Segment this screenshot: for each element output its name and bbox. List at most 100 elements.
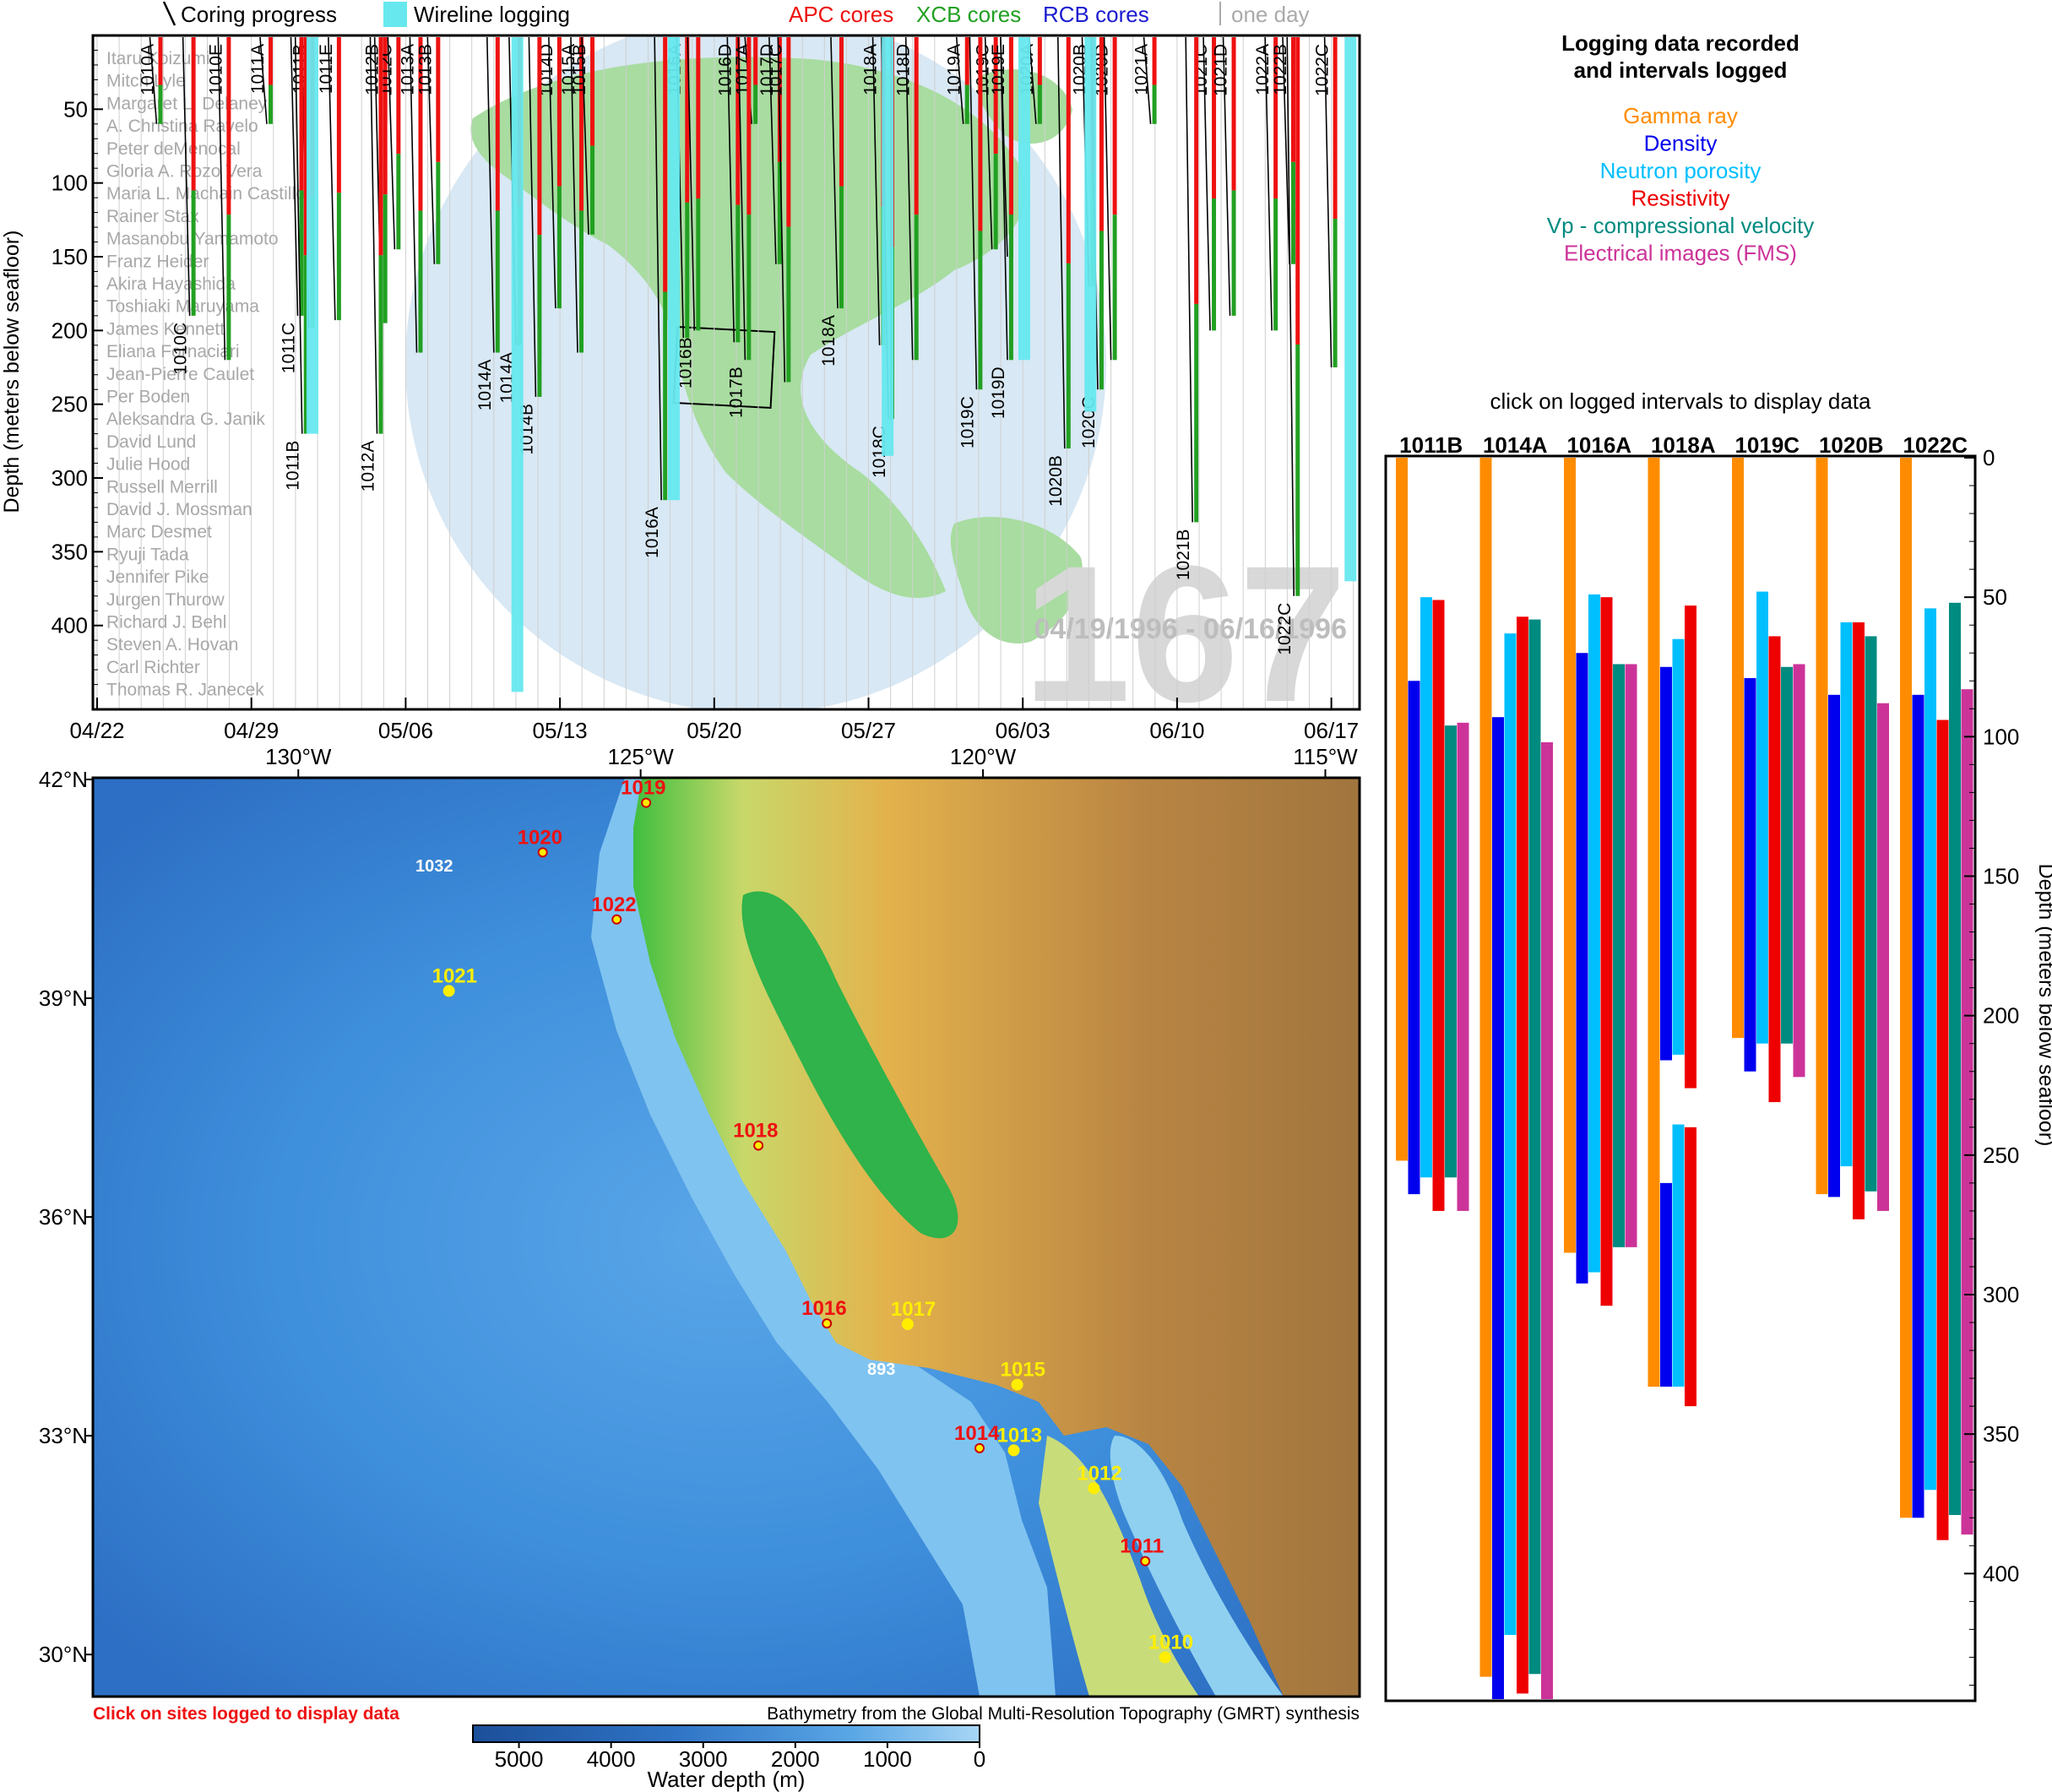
hole-label: 1012B [363, 44, 383, 95]
log-interval-1019C-neutron-porosity[interactable] [1756, 591, 1768, 1044]
xcb-core-bar [786, 226, 791, 383]
log-interval-1019C-vp-compressional-velocity[interactable] [1781, 666, 1793, 1044]
apc-core-bar [303, 37, 308, 256]
apc-core-bar [495, 37, 500, 211]
legend-gamma-ray: Gamma ray [1623, 103, 1738, 128]
site-1020[interactable]: 1020 [518, 826, 562, 858]
log-depth-axis: 0 50 100 150 200 250 300 350 400 [1964, 445, 2019, 1686]
coring-progress-line [871, 36, 881, 345]
log-interval-1019C-density[interactable] [1744, 677, 1756, 1072]
scientist-name: Marc Desmet [106, 523, 212, 542]
lon-tick-label: 130°W [265, 744, 332, 769]
log-interval-1022C-gamma-ray[interactable] [1900, 458, 1912, 1518]
log-interval-1011B-vp-compressional-velocity[interactable] [1445, 725, 1457, 1178]
log-interval-1018A-density[interactable] [1660, 1182, 1672, 1387]
apc-core-bar [378, 37, 383, 256]
log-hole-1022C: 1022C [1903, 432, 1968, 458]
log-interval-1016A-vp-compressional-velocity[interactable] [1613, 664, 1625, 1247]
xcb-core-bar [1099, 231, 1104, 390]
xcb-core-bar [303, 255, 308, 434]
log-interval-1020B-density[interactable] [1828, 694, 1840, 1197]
timeline-ylabel: Depth (meters below seafloor) [0, 231, 24, 513]
log-interval-1014A-density[interactable] [1492, 717, 1504, 1699]
log-interval-1018A-neutron-porosity[interactable] [1672, 1124, 1685, 1387]
apc-core-bar [964, 37, 969, 85]
log-interval-1018A-neutron-porosity[interactable] [1672, 638, 1685, 1055]
log-interval-1014A-gamma-ray[interactable] [1479, 458, 1492, 1677]
hole-label: 1011E [317, 44, 336, 94]
scientist-name: A. Christina Ravelo [106, 117, 258, 136]
log-interval-1016A-resistivity[interactable] [1600, 597, 1613, 1306]
site-label: 1022 [591, 893, 636, 916]
apc-core-bar [786, 37, 791, 227]
log-interval-1022C-vp-compressional-velocity[interactable] [1949, 602, 1961, 1515]
log-interval-1018A-gamma-ray[interactable] [1648, 458, 1660, 1387]
log-interval-1020B-gamma-ray[interactable] [1816, 458, 1828, 1195]
log-interval-1020B-neutron-porosity[interactable] [1840, 622, 1853, 1167]
site-1014[interactable]: 1014 [954, 1422, 1000, 1453]
site-marker [1088, 1482, 1100, 1495]
log-interval-1022C-neutron-porosity[interactable] [1924, 608, 1936, 1491]
site-marker [974, 1442, 985, 1453]
log-interval-1011B-gamma-ray[interactable] [1396, 458, 1408, 1161]
xcb-core-bar [1112, 214, 1117, 361]
hole-label: 1010C [171, 323, 191, 375]
site-label: 1021 [432, 964, 477, 987]
log-interval-1016A-gamma-ray[interactable] [1564, 458, 1576, 1253]
log-interval-1020B-electrical-images-fms-[interactable] [1877, 703, 1889, 1211]
map-frame [91, 776, 1361, 1698]
log-interval-1022C-resistivity[interactable] [1936, 720, 1949, 1540]
apc-core-bar [556, 37, 562, 187]
hole-label: 1022B [1271, 44, 1290, 95]
xcb-core-bar [993, 154, 998, 250]
log-interval-1016A-neutron-porosity[interactable] [1588, 594, 1600, 1273]
log-interval-1014A-resistivity[interactable] [1517, 616, 1528, 1694]
hole-label: 1016A [643, 507, 662, 558]
apc-core-bar [993, 37, 998, 155]
log-interval-1011B-resistivity[interactable] [1432, 600, 1445, 1211]
bathymetry-attribution: Bathymetry from the Global Multi-Resolut… [767, 1704, 1360, 1724]
log-interval-1019C-electrical-images-fms-[interactable] [1793, 664, 1805, 1078]
log-interval-1014A-vp-compressional-velocity[interactable] [1528, 619, 1541, 1675]
log-interval-1011B-electrical-images-fms-[interactable] [1457, 722, 1469, 1211]
xcb-core-bar [1291, 161, 1296, 264]
wireline-swatch [383, 2, 407, 27]
hole-label: 1022A [1253, 44, 1273, 95]
coring-progress-line [726, 36, 736, 343]
logging-title-1: Logging data recorded [1561, 30, 1800, 56]
hole-label: 1017D [757, 44, 777, 96]
site-1016[interactable]: 1016 [801, 1297, 847, 1329]
log-interval-1022C-density[interactable] [1912, 694, 1924, 1518]
log-interval-1019C-resistivity[interactable] [1768, 636, 1781, 1103]
log-interval-1018A-resistivity[interactable] [1685, 605, 1696, 1089]
site-1019[interactable]: 1019 [621, 777, 666, 808]
log-interval-1018A-resistivity[interactable] [1685, 1127, 1696, 1407]
site-1011[interactable]: 1011 [1120, 1535, 1164, 1567]
timeline-ytick-label: 200 [52, 318, 88, 343]
log-interval-1014A-electrical-images-fms-[interactable] [1541, 741, 1553, 1699]
log-interval-1011B-neutron-porosity[interactable] [1420, 597, 1432, 1178]
xcb-core-bar [1273, 198, 1278, 331]
scientist-name: Rainer Stax [106, 207, 199, 226]
log-interval-1016A-density[interactable] [1576, 653, 1588, 1284]
hole-label: 1021A [1132, 44, 1152, 95]
site-1018[interactable]: 1018 [733, 1119, 778, 1151]
colorbar-ticks: 5000 4000 3000 2000 1000 0 [495, 1742, 985, 1772]
site-1022[interactable]: 1022 [591, 893, 637, 925]
log-interval-1019C-gamma-ray[interactable] [1732, 458, 1744, 1039]
log-hole-1019C: 1019C [1734, 432, 1800, 458]
xcb-core-bar [299, 190, 304, 316]
xcb-core-bar [914, 214, 919, 361]
hole-label: 1019D [989, 367, 1008, 419]
log-interval-1020B-resistivity[interactable] [1853, 622, 1865, 1219]
log-interval-1018A-density[interactable] [1660, 666, 1672, 1061]
site-marker [1011, 1378, 1023, 1391]
log-interval-1020B-vp-compressional-velocity[interactable] [1865, 636, 1877, 1192]
log-interval-1014A-neutron-porosity[interactable] [1504, 633, 1517, 1636]
log-interval-1011B-density[interactable] [1408, 681, 1420, 1195]
site-marker [537, 847, 548, 858]
log-interval-1016A-electrical-images-fms-[interactable] [1625, 664, 1637, 1247]
log-interval-1022C-electrical-images-fms-[interactable] [1961, 689, 1973, 1535]
hole-label: 1022C [1313, 44, 1333, 96]
scientist-name: Richard J. Behl [106, 613, 226, 633]
